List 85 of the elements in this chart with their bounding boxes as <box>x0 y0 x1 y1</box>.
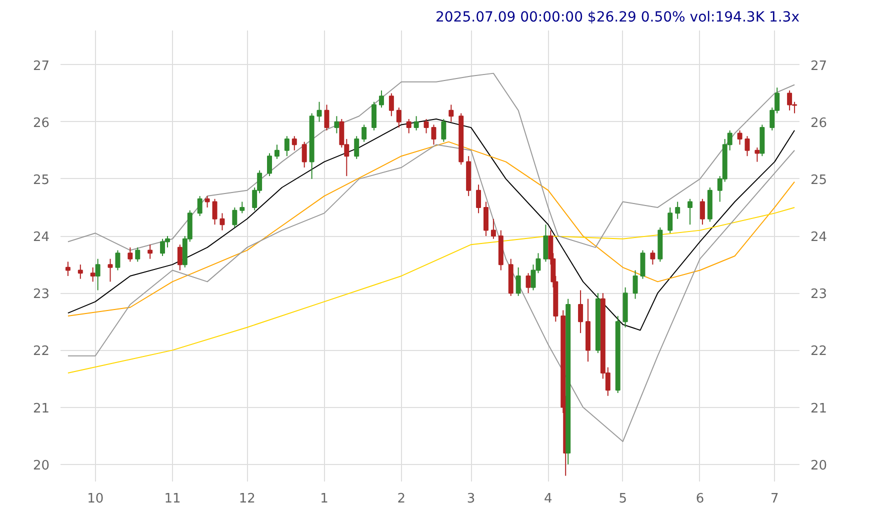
candlestick <box>220 212 225 231</box>
y-tick-label: 27 <box>32 58 50 74</box>
candlestick <box>274 144 280 160</box>
candlestick <box>414 116 419 131</box>
line-series <box>67 118 796 331</box>
candlestick <box>378 90 384 108</box>
y-tick-label: 21 <box>32 401 50 416</box>
candlestick <box>78 264 83 280</box>
y2-tick-label: 22 <box>810 344 828 360</box>
candlestick <box>177 244 182 271</box>
x-tick-label: 11 <box>164 492 181 505</box>
x-tick-label: 4 <box>544 492 552 505</box>
candlestick <box>483 201 488 237</box>
candlestick <box>650 250 656 266</box>
candlestick <box>543 224 548 262</box>
candlestick <box>490 218 496 240</box>
candlestick <box>526 272 531 294</box>
y-tick-label: 23 <box>32 287 50 302</box>
x-tick-label: 1 <box>320 492 328 505</box>
candlestick <box>396 107 402 128</box>
candlestick <box>516 266 521 296</box>
candlestick <box>448 104 454 122</box>
x-tick-label: 12 <box>238 492 256 505</box>
candlestick <box>744 136 750 157</box>
y-tick-label: 25 <box>32 172 50 188</box>
candlestick <box>128 246 133 262</box>
y-tick-label: 26 <box>32 116 50 131</box>
x-tick-label: 2 <box>397 492 406 505</box>
candlestick <box>431 124 436 146</box>
candlestick <box>204 196 210 208</box>
x-tick-label: 5 <box>618 492 627 505</box>
y-tick-label: 22 <box>32 344 50 360</box>
candlestick <box>406 118 412 134</box>
y2-tick-label: 25 <box>810 172 828 188</box>
candlestick <box>372 101 377 131</box>
x-tick-label: 6 <box>696 492 704 505</box>
candlestick <box>700 198 705 226</box>
candlestick <box>441 118 446 142</box>
x-tick-label: 10 <box>87 492 104 505</box>
candlestick <box>675 201 680 220</box>
y2-tick-label: 21 <box>810 401 828 416</box>
y-tick-label: 24 <box>32 230 50 246</box>
x-tick-label: 3 <box>466 492 476 505</box>
candlestick <box>476 184 482 214</box>
candlestick <box>754 147 760 162</box>
candlestick <box>90 266 96 282</box>
candlestick <box>632 270 638 300</box>
candlestick <box>388 92 394 117</box>
y2-tick-label: 20 <box>810 458 828 474</box>
candlestick <box>324 104 330 131</box>
candlestick <box>424 118 429 134</box>
candlestick <box>197 196 202 217</box>
candlestick <box>115 250 120 271</box>
candlestick <box>354 136 360 160</box>
candlestick <box>640 250 646 280</box>
candlestick <box>292 136 297 151</box>
candlestick <box>578 290 584 334</box>
y2-tick-label: 23 <box>810 287 828 302</box>
candlestick <box>212 198 218 226</box>
y2-tick-label: 24 <box>810 230 828 246</box>
line-series <box>67 206 796 374</box>
line-series <box>67 141 796 316</box>
candlestick <box>65 261 70 276</box>
candlestick <box>362 124 367 142</box>
line-series <box>67 72 796 251</box>
candlestick <box>302 141 307 168</box>
line-series <box>67 144 796 442</box>
candlestick <box>668 206 673 234</box>
candlestick <box>267 152 272 177</box>
candlestick <box>108 258 113 282</box>
candlestick <box>316 101 322 122</box>
candlestick <box>95 258 100 291</box>
candlestick <box>232 206 238 228</box>
candlestick <box>688 198 693 226</box>
chart-title: 2025.07.09 00:00:00 $26.29 0.50% vol:194.3K 1.3x <box>435 10 800 26</box>
y-tick-label: 20 <box>32 458 50 474</box>
candlestick <box>334 116 340 134</box>
candlestick <box>148 244 153 260</box>
candlestick <box>737 130 742 146</box>
candlestick <box>240 201 245 214</box>
x-tick-label: 7 <box>770 492 779 505</box>
y2-tick-label: 27 <box>810 58 828 74</box>
y2-tick-label: 26 <box>810 116 828 131</box>
candlestick <box>135 246 140 262</box>
candlestick <box>284 136 290 157</box>
